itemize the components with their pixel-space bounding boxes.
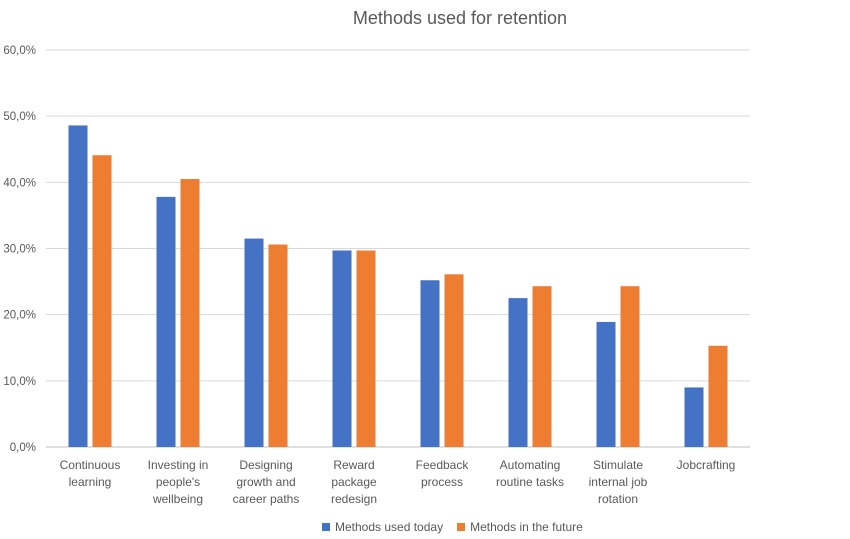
bar-today — [508, 298, 528, 447]
y-tick-label: 40,0% — [3, 177, 36, 189]
bar-today — [596, 321, 616, 447]
legend-label-future: Methods in the future — [470, 520, 583, 534]
y-tick-label: 10,0% — [3, 376, 36, 388]
x-tick-label: people's — [156, 475, 200, 489]
bar-today — [156, 196, 176, 447]
x-tick-label: learning — [69, 475, 112, 489]
x-tick-label: Automating — [500, 458, 561, 472]
bar-future — [356, 250, 376, 447]
x-tick-label: routine tasks — [496, 475, 564, 489]
bar-future — [532, 286, 552, 447]
legend: Methods used today Methods in the future — [322, 520, 597, 534]
x-tick-label: Stimulate — [593, 458, 643, 472]
y-tick-label: 30,0% — [3, 244, 36, 256]
bar-today — [684, 387, 704, 447]
x-tick-label: process — [421, 475, 463, 489]
x-tick-label: career paths — [233, 492, 300, 506]
plot-area: 0,0% 10,0% 20,0% 30,0% 40,0% 50,0% 60,0% Contin… — [3, 45, 750, 506]
y-tick-label: 60,0% — [3, 45, 36, 57]
bar-future — [444, 274, 464, 447]
legend-swatch-today — [322, 523, 330, 531]
x-tick-label: wellbeing — [152, 492, 203, 506]
chart-title: Methods used for retention — [352, 8, 568, 28]
x-tick-label: Designing — [239, 458, 292, 472]
legend-label-today: Methods used today — [335, 520, 444, 534]
legend-swatch-future — [457, 523, 466, 531]
y-tick-label: 50,0% — [3, 111, 36, 123]
y-tick-label: 0,0% — [10, 442, 36, 454]
bar-future — [92, 155, 112, 447]
x-tick-label: rotation — [598, 492, 638, 506]
x-tick-label: Feedback — [416, 458, 470, 472]
x-tick-label: redesign — [331, 492, 377, 506]
x-tick-label: Reward — [333, 458, 374, 472]
bar-today — [420, 280, 440, 447]
bar-today — [332, 250, 352, 447]
bar-future — [620, 286, 640, 447]
x-tick-label: Continuous — [60, 458, 121, 472]
y-tick-label: 20,0% — [3, 310, 36, 322]
bar-future — [268, 244, 288, 447]
x-tick-label: package — [331, 475, 377, 489]
legend-item-future: Methods in the future — [457, 520, 583, 534]
x-tick-label: Investing in — [148, 458, 209, 472]
x-tick-label: Jobcrafting — [677, 458, 736, 472]
bar-today — [68, 125, 88, 448]
x-tick-label: growth and — [236, 475, 295, 489]
bar-today — [244, 238, 264, 447]
legend-item-today: Methods used today — [322, 520, 443, 534]
x-tick-label: internal job — [589, 475, 648, 489]
bar-future — [708, 345, 728, 447]
bar-future — [180, 179, 200, 447]
